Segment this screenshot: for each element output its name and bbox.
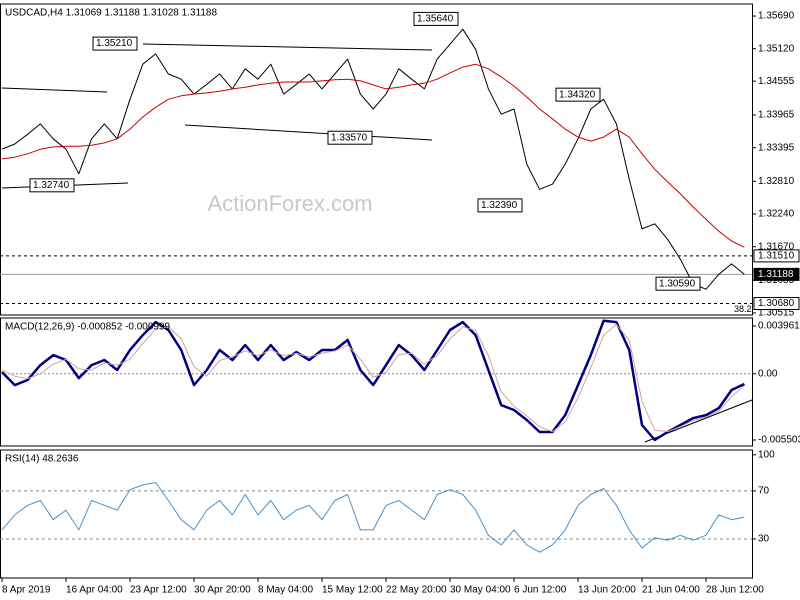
y-tick-label: 1.32240 (758, 209, 795, 220)
level-label: 1.30680 (758, 298, 795, 309)
series-line (1, 63, 745, 248)
y-tick-label: 100 (758, 449, 775, 460)
y-tick-label: 1.31670 (758, 241, 795, 252)
annotation-box (477, 198, 523, 213)
level-label-box (753, 267, 800, 281)
annotation-box (413, 11, 459, 26)
annotation-label: 1.32390 (481, 200, 518, 211)
y-tick-label: 30 (758, 534, 770, 545)
level-label-box (753, 249, 800, 263)
annotation-label: 1.35210 (96, 38, 133, 49)
y-tick-label: 1.35120 (758, 43, 795, 54)
y-tick-label: 1.33965 (758, 110, 795, 121)
annotation-label: 1.30590 (659, 278, 696, 289)
x-tick-label: 8 Apr 2019 (2, 585, 51, 596)
annotation-box (655, 276, 701, 291)
panel-title: USDCAD,H4 1.31069 1.31188 1.31028 1.3118… (5, 8, 217, 19)
series-line (1, 319, 745, 442)
panel-title: MACD(12,26,9) -0.000852 -0.000999 (5, 322, 171, 333)
y-tick-label: -0.005503 (758, 435, 800, 446)
panel-title: RSI(14) 48.2636 (5, 454, 79, 465)
series-line (1, 28, 745, 290)
x-tick-label: 13 Jun 20:00 (578, 585, 636, 596)
series-line (1, 323, 745, 433)
annotation-label: 1.33570 (331, 132, 368, 143)
y-tick-label: 0.00 (758, 368, 778, 379)
x-tick-label: 15 May 12:00 (322, 585, 383, 596)
y-tick-label: 70 (758, 486, 770, 497)
annotation-box (327, 130, 373, 145)
annotation-box (29, 178, 75, 193)
level-label: 1.31510 (758, 251, 795, 262)
annotation-box (555, 87, 601, 102)
trend-line (1, 87, 108, 93)
series-line (1, 482, 745, 553)
level-label-box (753, 297, 800, 311)
y-tick-label: 1.32810 (758, 176, 795, 187)
y-tick-label: 1.33395 (758, 142, 795, 153)
x-tick-label: 28 Jun 12:00 (706, 585, 764, 596)
watermark: ActionForex.com (207, 191, 372, 216)
panel-frame (0, 3, 753, 316)
x-tick-label: 22 May 20:00 (386, 585, 447, 596)
y-tick-label: 1.30515 (758, 308, 795, 319)
x-tick-label: 30 Apr 20:00 (194, 585, 251, 596)
annotation-label: 1.34320 (559, 89, 596, 100)
annotation-box (92, 36, 138, 51)
x-tick-label: 30 May 04:00 (450, 585, 511, 596)
x-tick-label: 23 Apr 12:00 (130, 585, 187, 596)
fib-label: 38.2 (734, 304, 752, 314)
panel-frame (0, 449, 753, 579)
x-tick-label: 8 May 04:00 (258, 585, 313, 596)
y-tick-label: 0.003961 (758, 321, 800, 332)
panel-frame (0, 317, 753, 447)
level-label: 1.31188 (758, 269, 794, 280)
y-tick-label: 1.34555 (758, 76, 795, 87)
x-tick-label: 21 Jun 04:00 (642, 585, 700, 596)
x-tick-label: 16 Apr 04:00 (66, 585, 123, 596)
trend-line (184, 124, 433, 141)
annotation-label: 1.32740 (33, 180, 70, 191)
y-tick-label: 1.35690 (758, 11, 795, 22)
annotation-label: 1.35640 (417, 14, 454, 25)
x-tick-label: 6 Jun 12:00 (514, 585, 567, 596)
trend-line (142, 43, 433, 51)
